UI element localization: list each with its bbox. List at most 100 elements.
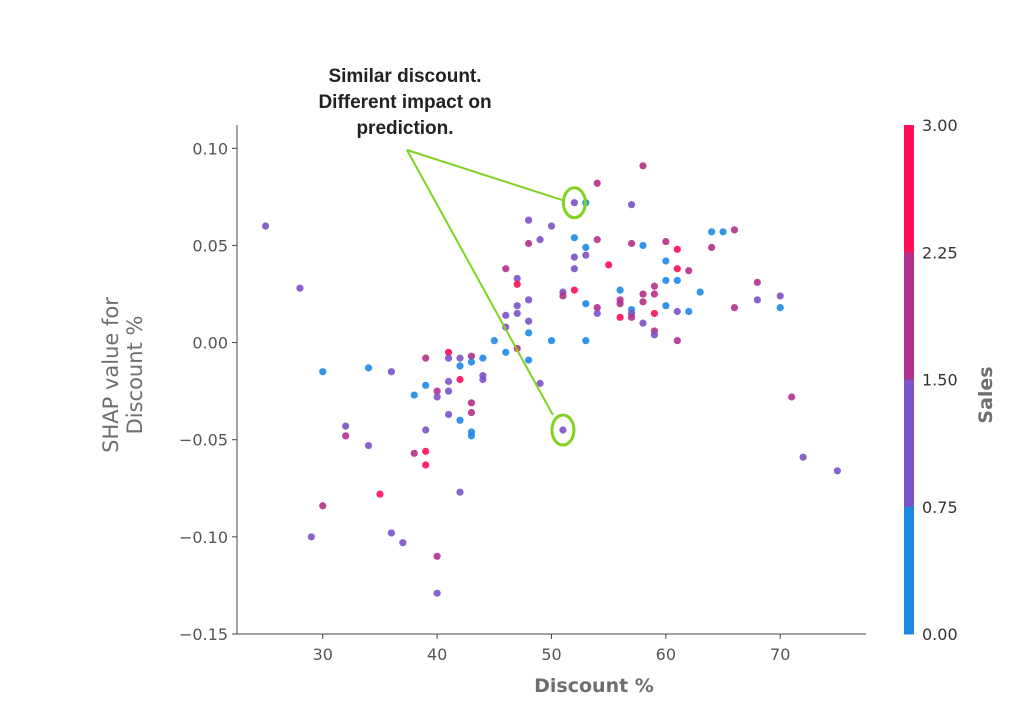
- colorbar-tick-label: 0.00: [922, 625, 958, 644]
- scatter-point: [467, 432, 476, 440]
- scatter-point: [605, 261, 613, 269]
- scatter-point: [296, 284, 304, 292]
- scatter-point: [650, 290, 659, 298]
- y-tick-label: 0.05: [192, 236, 228, 255]
- scatter-point: [261, 222, 270, 230]
- y-tick-label: 0.10: [192, 139, 228, 158]
- scatter-point: [582, 300, 590, 308]
- scatter-point: [536, 236, 544, 244]
- scatter-point: [639, 319, 647, 327]
- x-tick-label: 30: [313, 645, 333, 664]
- scatter-point: [673, 245, 681, 253]
- scatter-point: [467, 358, 476, 366]
- scatter-point: [639, 290, 647, 298]
- scatter-point: [467, 408, 476, 417]
- scatter-point: [342, 422, 350, 430]
- scatter-point: [570, 253, 578, 261]
- scatter-point: [456, 354, 464, 362]
- annotation-text: Similar discount. Different impact on pr…: [318, 66, 492, 139]
- scatter-point: [319, 502, 327, 510]
- scatter-point: [433, 589, 441, 597]
- scatter-point: [422, 426, 430, 434]
- axes: 30 40 50 60 70 0.10 0.05 0.00 −0.05 −0.10 −0.15 SHA…: [99, 125, 866, 664]
- colorbar: 3.00 2.25 1.50 0.75 0.00: [904, 116, 958, 644]
- scatter-point: [639, 298, 647, 306]
- y-tick-label: −0.10: [179, 528, 228, 547]
- y-tick-label: −0.05: [179, 431, 228, 450]
- scatter-point: [444, 348, 453, 356]
- scatter-point: [673, 265, 681, 273]
- annotation-highlight-ellipse: [550, 413, 576, 447]
- scatter-point: [364, 364, 373, 372]
- scatter-point: [456, 416, 464, 424]
- scatter-point: [685, 307, 693, 316]
- colorbar-label: Sales: [975, 366, 997, 423]
- scatter-point: [833, 467, 842, 475]
- scatter-point: [479, 354, 487, 362]
- scatter-point: [650, 331, 659, 339]
- scatter-point: [399, 539, 407, 547]
- scatter-point: [467, 352, 476, 360]
- scatter-point: [410, 391, 418, 399]
- scatter-point: [433, 387, 441, 395]
- colorbar-segment: [904, 506, 914, 635]
- scatter-point: [708, 243, 716, 251]
- scatter-point: [513, 280, 521, 288]
- scatter-point: [616, 286, 624, 294]
- scatter-point: [639, 162, 647, 170]
- scatter-point: [513, 274, 521, 283]
- scatter-point: [502, 311, 510, 319]
- scatter-point: [662, 257, 670, 265]
- scatter-point: [753, 296, 761, 304]
- scatter-point: [319, 368, 327, 376]
- colorbar-tick-label: 0.75: [922, 498, 958, 517]
- x-tick-label: 50: [541, 645, 561, 664]
- scatter-point: [650, 282, 659, 290]
- scatter-point: [410, 449, 418, 457]
- scatter-point: [547, 337, 556, 345]
- scatter-point: [582, 337, 590, 345]
- scatter-point: [673, 307, 681, 316]
- scatter-point: [513, 309, 521, 318]
- colorbar-tick-label: 3.00: [922, 116, 958, 135]
- scatter-point: [593, 304, 601, 312]
- scatter-point: [616, 313, 624, 321]
- scatter-point: [364, 441, 373, 450]
- scatter-point: [387, 368, 395, 376]
- scatter-point: [559, 292, 567, 300]
- scatter-point: [525, 296, 533, 304]
- annotation-highlight-ellipse: [561, 186, 587, 220]
- x-axis-label: Discount %: [534, 675, 654, 697]
- scatter-point: [547, 222, 556, 230]
- scatter-point: [650, 309, 659, 318]
- scatter-point: [616, 300, 624, 308]
- scatter-point: [730, 226, 739, 234]
- scatter-point: [456, 362, 464, 370]
- annotation-callout: [406, 149, 587, 447]
- scatter-point: [627, 313, 636, 321]
- scatter-point: [662, 302, 670, 310]
- scatter-point: [582, 243, 590, 251]
- colorbar-segment: [904, 125, 914, 253]
- scatter-point: [525, 356, 533, 364]
- scatter-point: [433, 552, 441, 560]
- annotation-arrow: [406, 149, 554, 416]
- scatter-point: [536, 379, 544, 387]
- scatter-point: [776, 292, 784, 300]
- scatter-point: [433, 393, 441, 401]
- colorbar-segment: [904, 379, 914, 508]
- scatter-point: [513, 302, 521, 310]
- y-tick-label: −0.15: [179, 625, 228, 644]
- scatter-point: [444, 410, 453, 419]
- scatter-point: [776, 304, 784, 312]
- scatter-point: [799, 453, 807, 461]
- scatter-point: [730, 304, 739, 312]
- scatter-point: [479, 375, 487, 384]
- scatter-point: [696, 288, 704, 296]
- scatter-point: [753, 278, 761, 286]
- scatter-point: [627, 239, 636, 248]
- x-tick-label: 60: [656, 645, 676, 664]
- scatter-point: [593, 236, 601, 244]
- y-tick-label: 0.00: [192, 334, 228, 353]
- scatter-points: [261, 162, 842, 597]
